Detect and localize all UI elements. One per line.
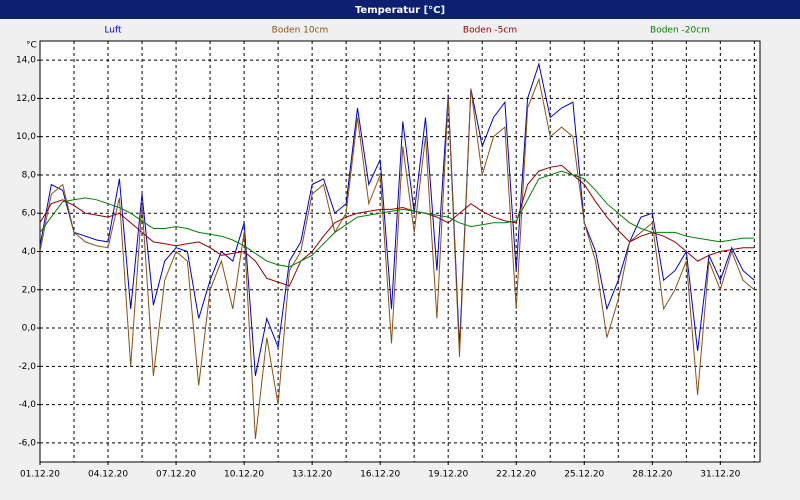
y-tick-label: 2,0 — [22, 285, 37, 295]
series-line — [39, 170, 755, 268]
title-bar — [0, 0, 800, 19]
x-tick-label: 31.12.20 — [700, 470, 740, 480]
series-line — [39, 77, 755, 440]
x-tick-label: 16.12.20 — [360, 470, 400, 480]
series-line — [39, 164, 755, 287]
legend-label: Luft — [104, 26, 122, 36]
x-tick-label: 22.12.20 — [496, 470, 536, 480]
legend-label: Boden -5cm — [463, 26, 517, 36]
y-tick-label: 6,0 — [22, 209, 37, 219]
y-tick-label: 14,0 — [16, 56, 36, 66]
x-tick-label: 13.12.20 — [292, 470, 332, 480]
x-tick-label: 10.12.20 — [224, 470, 264, 480]
series-line — [39, 62, 755, 376]
y-tick-label: 10,0 — [16, 132, 36, 142]
x-tick-label: 07.12.20 — [156, 470, 196, 480]
y-tick-label: 12,0 — [16, 94, 36, 104]
y-unit: °C — [26, 41, 37, 51]
y-tick-label: -6,0 — [18, 438, 36, 448]
y-tick-label: 8,0 — [22, 170, 37, 180]
y-tick-label: 0,0 — [22, 324, 37, 334]
y-tick-label: -2,0 — [18, 362, 36, 372]
x-tick-label: 01.12.20 — [20, 470, 60, 480]
y-tick-label: -4,0 — [18, 400, 36, 410]
x-tick-label: 19.12.20 — [428, 470, 468, 480]
chart-title: Temperatur [°C] — [355, 5, 445, 16]
x-tick-label: 28.12.20 — [632, 470, 672, 480]
x-tick-label: 25.12.20 — [564, 470, 604, 480]
legend-label: Boden 10cm — [272, 26, 329, 36]
x-tick-label: 04.12.20 — [88, 470, 128, 480]
legend-label: Boden -20cm — [650, 26, 710, 36]
y-tick-label: 4,0 — [22, 247, 37, 257]
